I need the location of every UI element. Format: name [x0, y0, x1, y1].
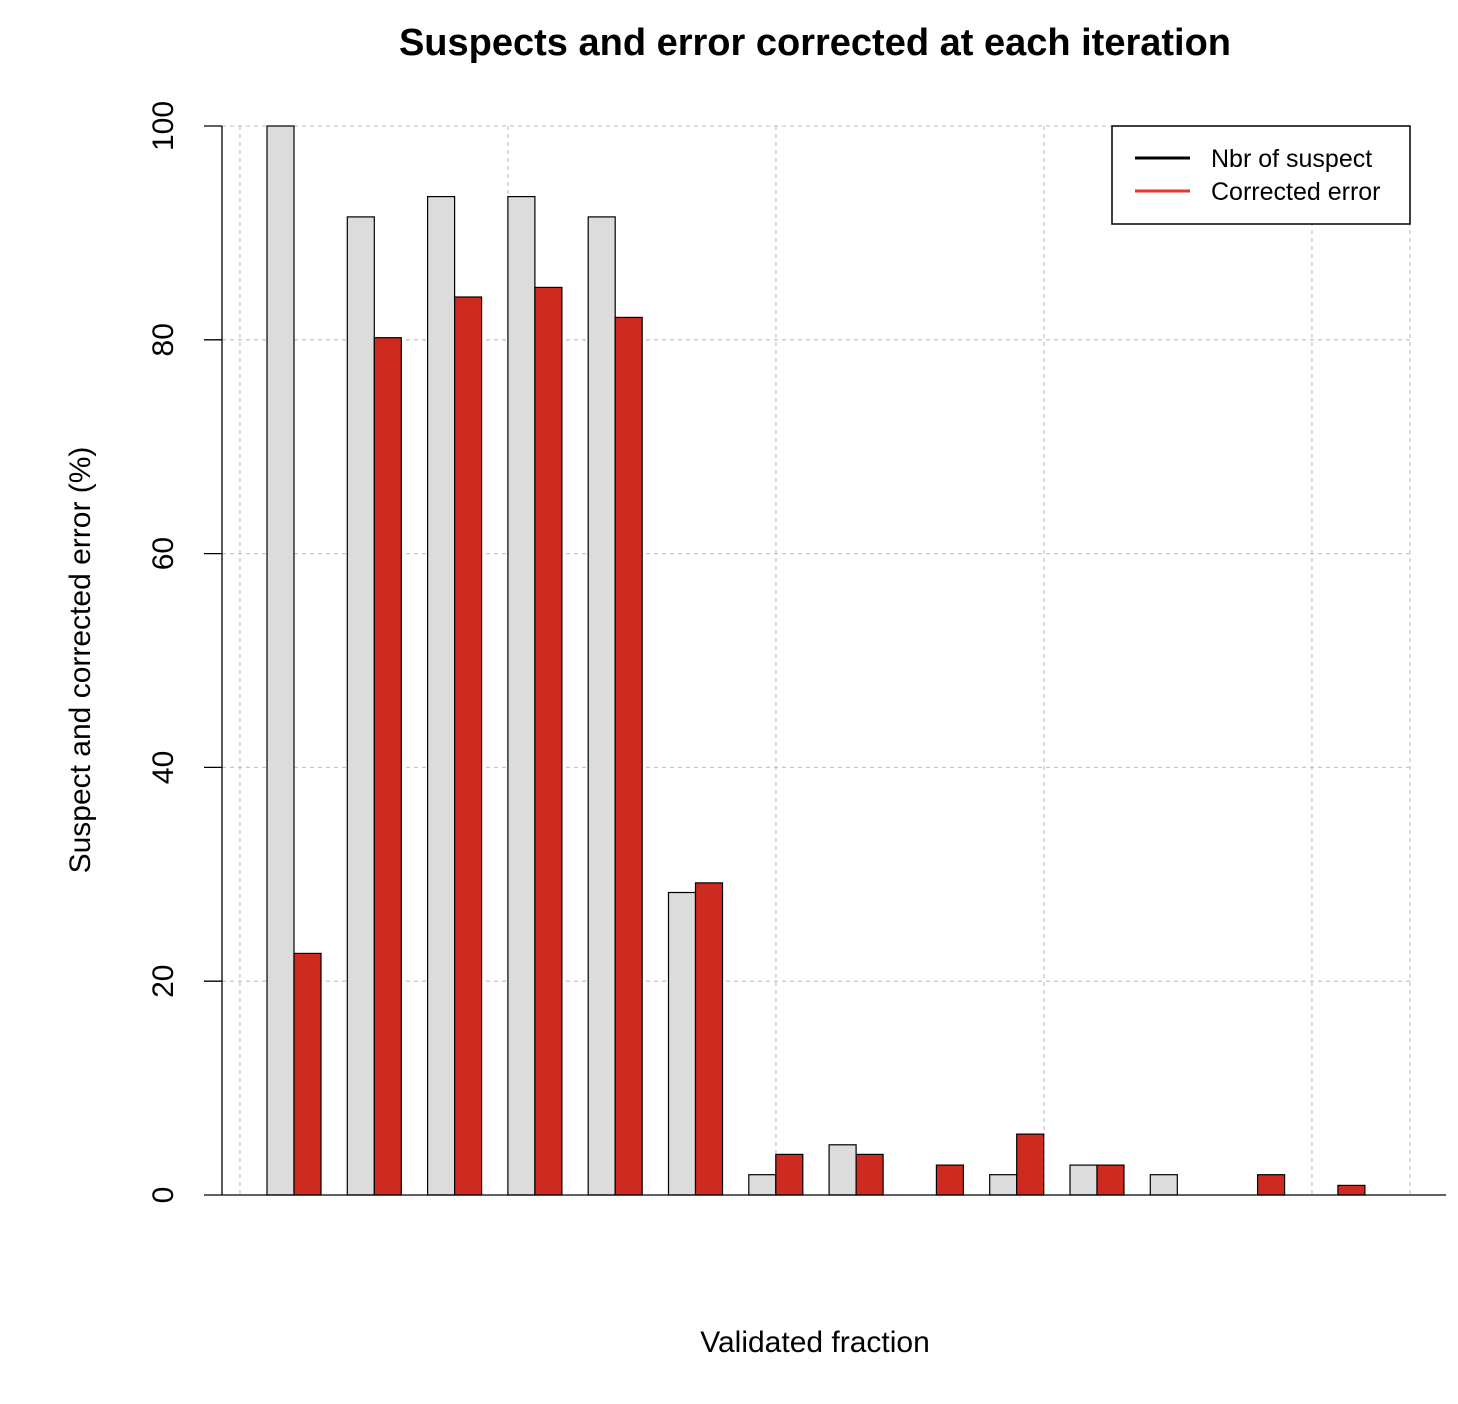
bar-suspect-9: [989, 1174, 1018, 1196]
legend: Nbr of suspect Corrected error: [1111, 125, 1411, 225]
legend-box: [1111, 125, 1411, 225]
x-axis-label: Validated fraction: [700, 1326, 930, 1359]
bar-corrected-3: [534, 286, 563, 1196]
bar-suspect-2: [427, 196, 456, 1196]
bar-corrected-7: [855, 1153, 884, 1196]
y-tick-label-3: 60: [147, 537, 180, 570]
bar-suspect-6: [748, 1174, 777, 1196]
bar-corrected-5: [694, 882, 724, 1196]
bar-corrected-1: [373, 337, 402, 1196]
bar-corrected-8: [935, 1164, 965, 1196]
y-tick-label-5: 100: [147, 101, 180, 151]
y-tick-label-1: 20: [147, 965, 180, 998]
bar-corrected-10: [1096, 1164, 1125, 1196]
y-axis: 0 20 40 60 80 100: [147, 101, 223, 1204]
bar-suspect-4: [587, 216, 616, 1196]
y-axis-label: Suspect and corrected error (%): [64, 447, 97, 874]
bar-suspect-10: [1069, 1164, 1098, 1196]
bar-suspect-5: [667, 891, 697, 1196]
bar-corrected-12: [1256, 1174, 1286, 1196]
bar-suspect-7: [828, 1144, 857, 1196]
bar-suspect-11: [1149, 1174, 1178, 1196]
bar-corrected-13: [1337, 1184, 1366, 1196]
bars: [222, 125, 1446, 1196]
bar-corrected-4: [614, 316, 643, 1196]
bar-corrected-6: [775, 1153, 804, 1196]
bar-suspect-1: [346, 216, 375, 1196]
bar-suspect-3: [507, 196, 536, 1196]
y-tick-label-4: 80: [147, 323, 180, 356]
bar-corrected-2: [454, 296, 483, 1196]
y-tick-label-0: 0: [147, 1187, 180, 1204]
legend-label-corrected: Corrected error: [1211, 178, 1381, 206]
y-tick-label-2: 40: [147, 751, 180, 784]
grid: [222, 125, 1411, 1195]
bar-corrected-9: [1016, 1133, 1045, 1196]
bar-suspect-0: [266, 125, 295, 1196]
bar-corrected-0: [293, 952, 322, 1196]
legend-label-suspect: Nbr of suspect: [1211, 145, 1372, 173]
chart-title: Suspects and error corrected at each ite…: [399, 22, 1231, 64]
